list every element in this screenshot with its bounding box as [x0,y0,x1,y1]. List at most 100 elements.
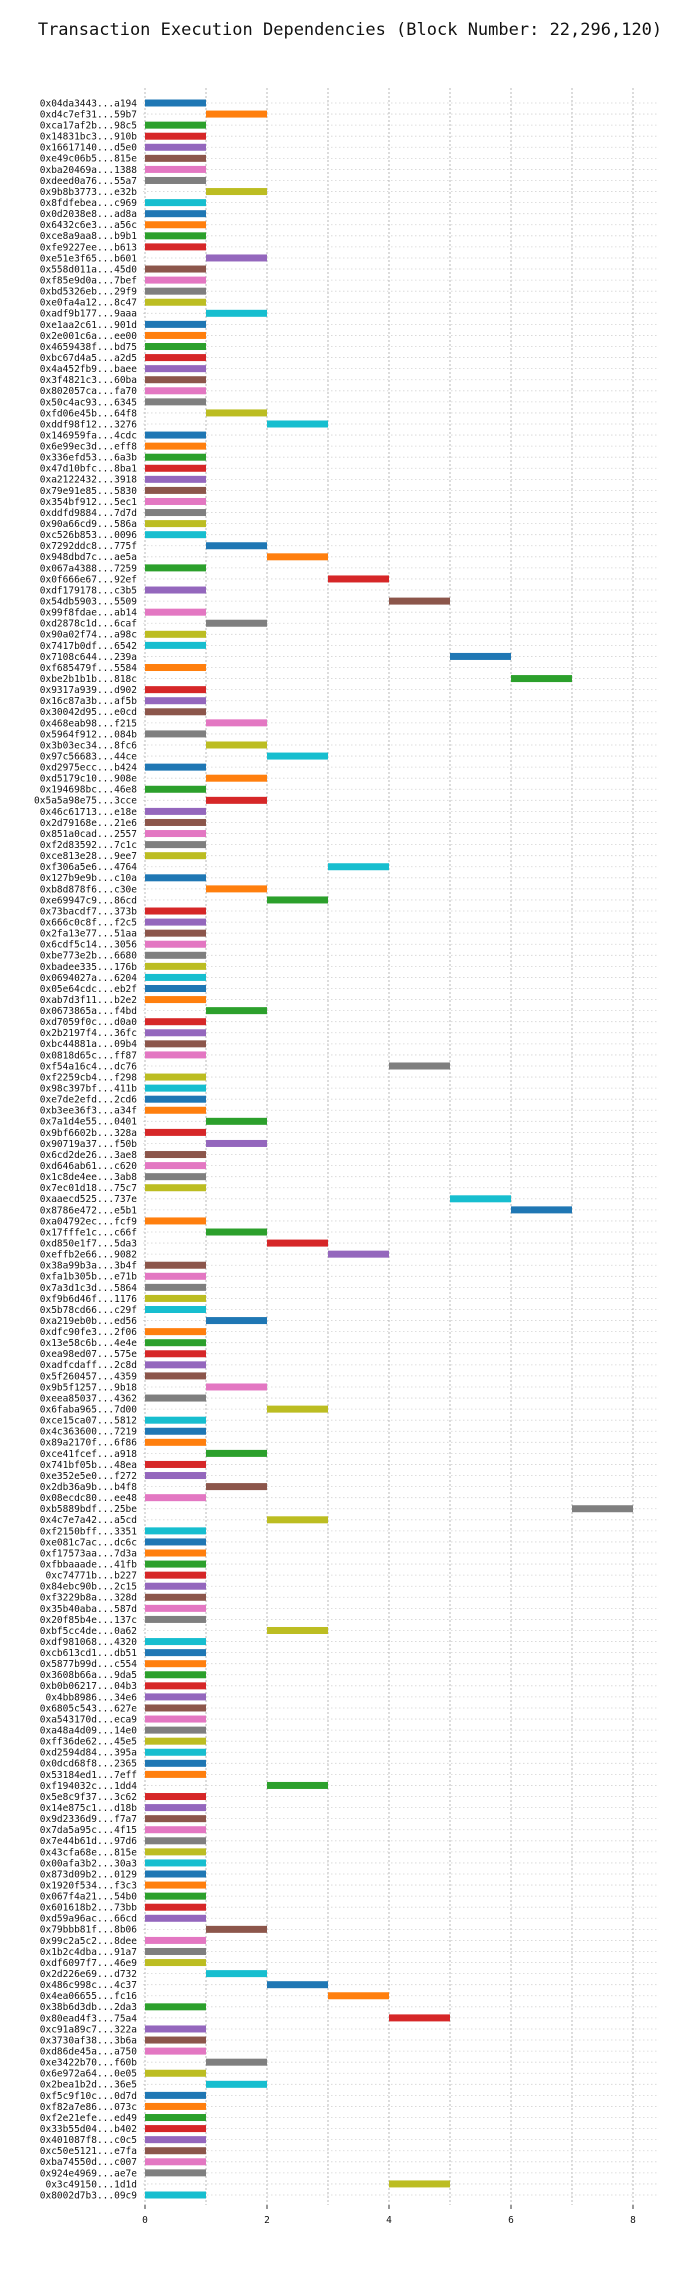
tx-bar [145,874,206,882]
tx-bar [206,1317,267,1325]
tx-bar [206,1228,267,1236]
tx-label: 0x468eab98...f215 [40,718,137,729]
tx-bar [145,2191,206,2199]
tx-label: 0x16617140...d5e0 [40,143,138,154]
tx-bar [145,996,206,1004]
tx-bar [145,154,206,162]
tx-label: 0x0d2038e8...ad8a [40,209,137,220]
tx-bar [145,1361,206,1369]
tx-label: 0x6cd2de26...3ae8 [40,1150,138,1161]
tx-bar [145,641,206,649]
tx-label: 0xa543170d...eca9 [40,1714,138,1725]
tx-bar [145,387,206,395]
tx-bar [145,1903,206,1911]
tx-bar [145,531,206,539]
tx-bar [145,132,206,140]
tx-label: 0xdf6097f7...46e9 [40,1958,138,1969]
tx-bar [145,973,206,981]
tx-bar [145,1305,206,1313]
tx-bar [145,1704,206,1712]
tx-bar [145,586,206,594]
tx-bar [145,376,206,384]
tx-label: 0x486c998c...4c37 [40,1980,137,1991]
tx-bar [511,1206,572,1214]
tx-bar [145,1815,206,1823]
tx-bar [206,2080,267,2088]
tx-bar [145,2102,206,2110]
tx-bar [145,708,206,716]
tx-label: 0xf54a16c4...dc76 [40,1061,138,1072]
tx-bar [145,1638,206,1646]
tx-bar [206,1449,267,1457]
tx-bar [389,2014,450,2022]
tx-label: 0xa04792ec...fcf9 [40,1216,138,1227]
tx-bar [206,542,267,550]
tx-bar [145,2125,206,2133]
tx-label: 0xd646ab61...c620 [40,1161,138,1172]
tx-bar [267,1405,328,1413]
tx-bar [145,841,206,849]
tx-bar [145,1859,206,1867]
tx-label: 0x924e4969...ae7e [40,2168,138,2179]
tx-label: 0x873d09b2...0129 [40,1869,138,1880]
tx-bar [206,254,267,262]
tx-bar [145,608,206,616]
tx-bar [145,1837,206,1845]
tx-label: 0x6faba965...7d00 [40,1405,138,1416]
tx-label: 0x666c0c8f...f2c5 [40,917,137,928]
tx-label: 0xe081c7ac...dc6c [40,1537,137,1548]
tx-label: 0x98c397bf...411b [40,1084,138,1095]
tx-label: 0x90a66cd9...586a [40,519,137,530]
tx-bar [145,509,206,517]
tx-label: 0xf17573aa...7d3a [40,1548,137,1559]
tx-label: 0x0818d65c...ff87 [40,1050,137,1061]
tx-bar [145,475,206,483]
tx-label: 0xd86de45a...a750 [40,2047,138,2058]
tx-bar [145,497,206,505]
tx-bar [389,2180,450,2188]
tx-label: 0xb5889bdf...25be [40,1504,138,1515]
tx-bar [145,1173,206,1181]
tx-label: 0xc74771b...b227 [45,1571,137,1582]
tx-bar [267,1239,328,1247]
tx-bar [206,1925,267,1933]
tx-bar [145,1394,206,1402]
tx-label: 0x741bf05b...48ea [40,1460,137,1471]
tx-label: 0x9d2336d9...f7a7 [40,1814,137,1825]
tx-bar [389,597,450,605]
tx-label: 0x8786e472...e5b1 [40,1205,138,1216]
tx-bar [145,1040,206,1048]
tx-bar [145,354,206,362]
tx-bar [145,2091,206,2099]
tx-bar [145,697,206,705]
tx-bar [145,1848,206,1856]
chart-title: Transaction Execution Dependencies (Bloc… [37,20,663,40]
tx-bar [206,409,267,417]
tx-label: 0x3c49150...1d1d [45,2179,137,2190]
tx-label: 0x53184ed1...7eff [40,1770,137,1781]
tx-bar [145,1472,206,1480]
tx-label: 0xe49c06b5...815e [40,154,138,165]
tx-label: 0x08ecdc80...ee48 [40,1493,138,1504]
tx-label: 0x5964f912...084b [40,729,138,740]
tx-bar [145,1826,206,1834]
tx-label: 0xf9b6d46f...1176 [40,1294,138,1305]
tx-bar [145,763,206,771]
tx-label: 0x9b8b3773...e32b [40,187,138,198]
tx-label: 0x4659438f...bd75 [40,342,137,353]
tx-bar [145,951,206,959]
tx-bar [145,2047,206,2055]
tx-bar [145,1151,206,1159]
tx-label: 0x401087f8...c0c5 [40,2135,137,2146]
tx-label: 0x7292ddc8...775f [40,541,137,552]
tx-label: 0xf82a7e86...073c [40,2102,137,2113]
tx-label: 0xea98ed07...575e [40,1349,138,1360]
tx-bar [145,331,206,339]
tx-label: 0x7e44b61d...97d6 [40,1836,138,1847]
tx-label: 0x38a99b3a...3b4f [40,1261,137,1272]
tx-bar [206,719,267,727]
tx-label: 0xe1aa2c61...901d [40,320,137,331]
tx-label: 0xe3422b70...f60b [40,2058,138,2069]
tx-bar [145,1759,206,1767]
tx-label: 0x601618b2...73bb [40,1903,138,1914]
